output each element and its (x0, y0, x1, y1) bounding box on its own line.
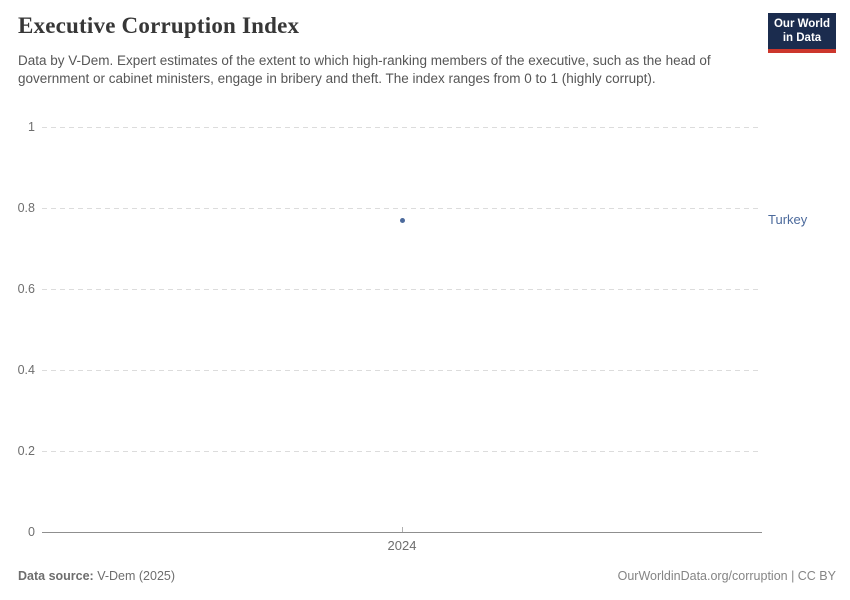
gridline (42, 451, 762, 452)
owid-logo-red-bar (768, 49, 836, 53)
y-axis-tick-label: 0 (28, 525, 35, 539)
data-source-value: V-Dem (2025) (93, 569, 176, 583)
attribution-link[interactable]: OurWorldinData.org/corruption | CC BY (617, 569, 836, 583)
data-point-turkey[interactable] (400, 218, 405, 223)
owid-logo-line2: in Data (782, 31, 822, 44)
owid-logo-text: Our World in Data (768, 13, 836, 49)
y-axis-tick-label: 1 (28, 120, 35, 134)
data-source-note: Data source: V-Dem (2025) (18, 569, 175, 583)
owid-logo-line1: Our World (773, 18, 830, 30)
chart-title: Executive Corruption Index (18, 13, 300, 38)
y-axis-tick-label: 0.2 (17, 444, 35, 458)
y-axis-tick-label: 0.8 (17, 201, 35, 215)
x-axis-tick (402, 527, 403, 532)
gridline (42, 208, 762, 209)
x-axis-tick-label: 2024 (387, 538, 417, 553)
y-axis-tick-label: 0.4 (17, 363, 35, 377)
owid-logo[interactable]: Our World in Data (768, 13, 836, 53)
gridline (42, 289, 762, 290)
data-source-label: Data source: (18, 569, 94, 583)
gridline (42, 370, 762, 371)
chart-footer: Data source: V-Dem (2025) OurWorldinData… (18, 569, 836, 583)
entity-label-turkey[interactable]: Turkey (768, 212, 808, 227)
chart-subtitle: Data by V-Dem. Expert estimates of the e… (18, 53, 711, 86)
gridline (42, 127, 762, 128)
y-axis-tick-label: 0.6 (17, 282, 35, 296)
x-axis-line (42, 532, 762, 533)
